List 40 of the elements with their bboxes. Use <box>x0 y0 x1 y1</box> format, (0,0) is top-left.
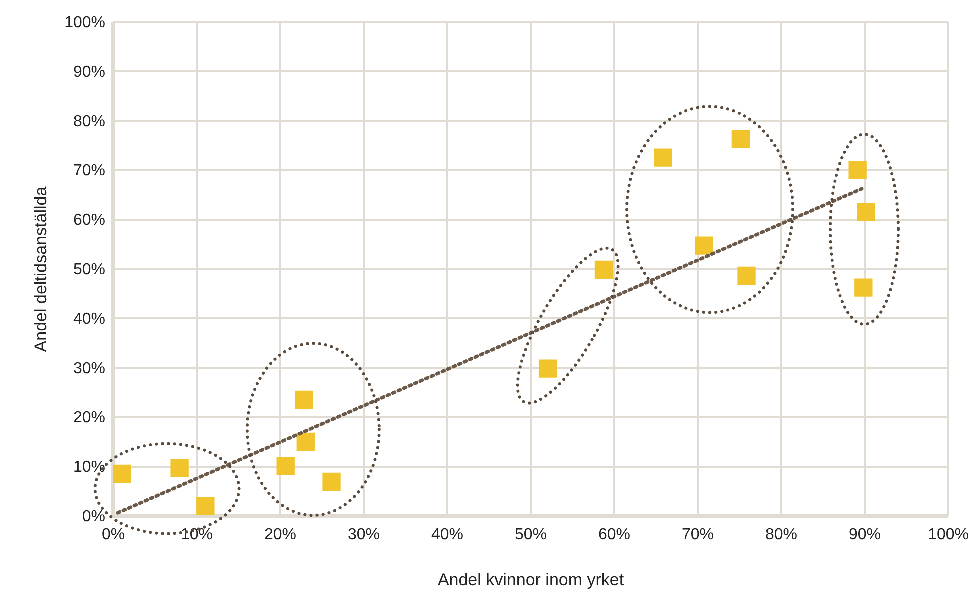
y-tick-label: 100% <box>64 14 106 32</box>
x-axis-title: Andel kvinnor inom yrket <box>438 570 624 590</box>
point <box>654 148 672 167</box>
point <box>170 459 189 478</box>
y-tick-label: 40% <box>73 310 106 328</box>
point <box>296 432 315 451</box>
x-tick-label: 80% <box>765 526 798 544</box>
point <box>322 472 341 491</box>
point <box>857 203 876 222</box>
point <box>848 161 867 180</box>
point <box>695 236 714 255</box>
y-axis-title: Andel deltidsanställda <box>32 186 51 352</box>
x-tick-label: 40% <box>431 526 464 544</box>
point <box>196 497 215 516</box>
y-tick-label: 20% <box>73 410 106 427</box>
point <box>113 464 132 484</box>
point <box>295 390 314 409</box>
x-tick-label: 70% <box>682 526 714 544</box>
x-tick-label: 0% <box>102 526 126 544</box>
x-tick-label: 30% <box>348 526 380 544</box>
y-tick-label: 10% <box>73 459 106 476</box>
y-tick-label: 80% <box>73 113 106 130</box>
y-tick-label: 60% <box>73 212 106 230</box>
x-tick-label: 50% <box>514 526 548 544</box>
x-tick-label: 90% <box>848 526 882 544</box>
x-tick-label: 20% <box>264 526 297 544</box>
point <box>854 278 873 297</box>
point <box>276 457 295 476</box>
y-tick-label: 70% <box>73 162 106 180</box>
x-tick-label: 60% <box>598 526 631 544</box>
point <box>732 130 750 148</box>
point <box>738 266 756 285</box>
x-tick-label: 10% <box>180 526 214 544</box>
y-tick-label: 30% <box>73 360 106 378</box>
y-tick-label: 90% <box>73 64 106 81</box>
x-tick-label: 100% <box>928 526 969 544</box>
point <box>538 360 558 378</box>
y-tick-label: 0% <box>82 508 106 526</box>
y-tick-label: 50% <box>73 262 106 278</box>
point <box>594 260 614 280</box>
